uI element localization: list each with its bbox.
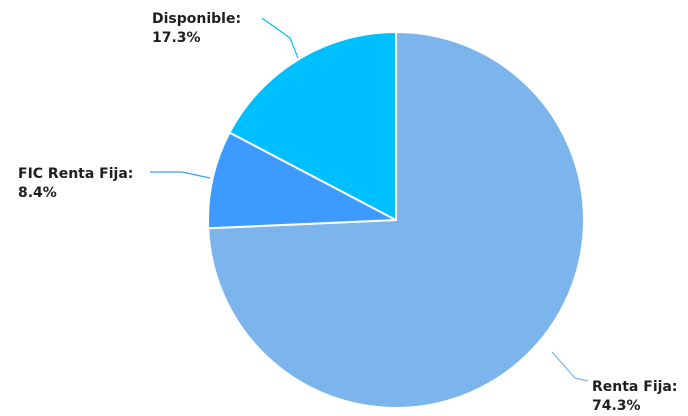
label-fic-renta-fija-value: 8.4% bbox=[18, 185, 57, 201]
label-fic-renta-fija: FIC Renta Fija: 8.4% bbox=[18, 166, 133, 201]
label-renta-fija: Renta Fija: 74.3% bbox=[592, 379, 677, 414]
pie-slice-fic-renta-fija[interactable] bbox=[207, 131, 397, 230]
label-renta-fija-name: Renta Fija: bbox=[592, 379, 677, 395]
pie-slice-disponible[interactable] bbox=[228, 31, 397, 221]
label-disponible-name: Disponible: bbox=[152, 11, 241, 27]
label-renta-fija-value: 74.3% bbox=[592, 398, 641, 414]
pie-slices bbox=[207, 31, 585, 409]
label-disponible-value: 17.3% bbox=[152, 30, 201, 46]
label-connectors bbox=[150, 17, 589, 382]
connector-renta-fija bbox=[551, 351, 589, 382]
label-disponible: Disponible: 17.3% bbox=[152, 11, 241, 46]
connector-disponible bbox=[261, 17, 299, 59]
label-fic-renta-fija-name: FIC Renta Fija: bbox=[18, 166, 133, 182]
connector-fic-renta-fija bbox=[150, 171, 211, 179]
